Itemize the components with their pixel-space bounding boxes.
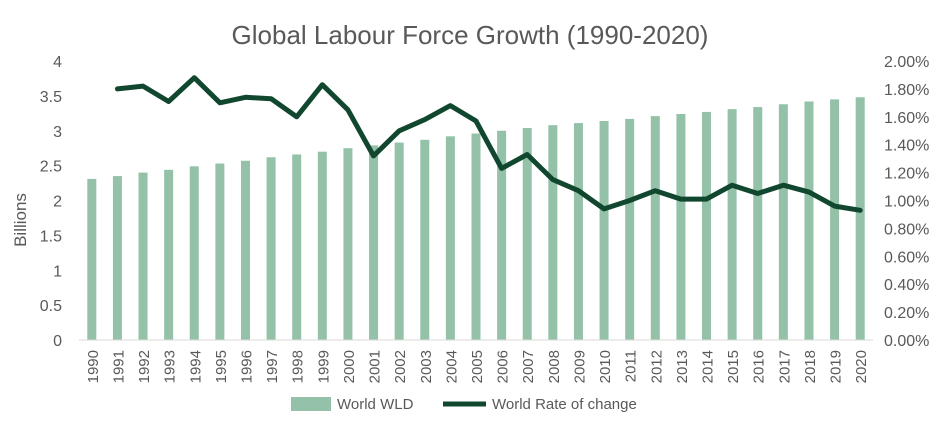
bar	[548, 125, 557, 340]
y2-tick-label: 0.80%	[884, 221, 929, 238]
y2-tick-label: 0.20%	[884, 305, 929, 322]
bar	[574, 123, 583, 340]
x-tick-label: 1998	[290, 350, 307, 383]
y-axis-label: Billions	[11, 193, 30, 247]
bar	[728, 109, 737, 340]
x-tick-label: 1999	[315, 350, 332, 383]
y-axis-right: 0.00% 0.20% 0.40% 0.60% 0.80% 1.00% 1.20% 1.40%…	[884, 54, 929, 350]
chart-title: Global Labour Force Growth (1990-2020)	[232, 20, 709, 50]
y-tick-label: 3	[53, 124, 62, 141]
legend-label-line: World Rate of change	[492, 396, 637, 413]
x-tick-label: 2012	[648, 350, 665, 383]
x-tick-label: 2001	[367, 350, 384, 383]
x-tick-label: 2009	[571, 350, 588, 383]
x-tick-label: 2008	[546, 350, 563, 383]
x-tick-label: 1994	[187, 350, 204, 383]
bar	[753, 107, 762, 340]
bar	[830, 99, 839, 340]
bar	[676, 114, 685, 340]
bar	[318, 152, 327, 340]
bar	[241, 161, 250, 340]
bar	[164, 170, 173, 340]
y2-tick-label: 1.80%	[884, 82, 929, 99]
bar	[87, 179, 96, 340]
bar	[779, 104, 788, 340]
y-tick-label: 0.5	[40, 298, 62, 315]
x-tick-label: 2007	[520, 350, 537, 383]
x-tick-label: 1993	[162, 350, 179, 383]
x-tick-label: 2005	[469, 350, 486, 383]
y2-tick-label: 1.40%	[884, 138, 929, 155]
y2-tick-label: 0.00%	[884, 333, 929, 350]
x-tick-label: 2013	[674, 350, 691, 383]
bar	[292, 154, 301, 340]
bar	[395, 143, 404, 340]
bar	[113, 176, 122, 340]
bar	[600, 121, 609, 340]
x-tick-label: 1996	[238, 350, 255, 383]
y-tick-label: 3.5	[40, 89, 62, 106]
bar	[625, 119, 634, 340]
x-tick-label: 2011	[623, 350, 640, 382]
bar	[190, 166, 199, 340]
y-tick-label: 1	[53, 263, 62, 280]
x-tick-label: 2019	[828, 350, 845, 383]
series-line	[117, 78, 860, 211]
x-tick-label: 1990	[85, 350, 102, 383]
x-tick-label: 2020	[853, 350, 870, 383]
y2-tick-label: 0.60%	[884, 249, 929, 266]
y2-tick-label: 1.20%	[884, 166, 929, 183]
bar	[369, 145, 378, 340]
y-tick-label: 4	[53, 54, 62, 71]
y-axis-left: 0 0.5 1 1.5 2 2.5 3 3.5 4	[40, 54, 62, 350]
bar	[702, 112, 711, 340]
x-tick-label: 2002	[392, 350, 409, 383]
x-tick-label: 1992	[136, 350, 153, 383]
x-tick-label: 2003	[418, 350, 435, 383]
x-tick-label: 2006	[495, 350, 512, 383]
bar	[420, 140, 429, 340]
x-tick-label: 2004	[443, 350, 460, 383]
x-tick-label: 2017	[776, 350, 793, 383]
x-tick-label: 1991	[110, 350, 127, 383]
legend: World WLD World Rate of change	[291, 396, 637, 413]
y2-tick-label: 0.40%	[884, 277, 929, 294]
y-tick-label: 2	[53, 194, 62, 211]
bar	[215, 164, 224, 340]
bar	[651, 116, 660, 340]
y2-tick-label: 1.60%	[884, 110, 929, 127]
y-tick-label: 0	[53, 333, 62, 350]
x-tick-label: 2010	[597, 350, 614, 383]
x-tick-label: 1997	[264, 350, 281, 383]
bar	[472, 134, 481, 340]
x-tick-label: 2016	[751, 350, 768, 383]
y-tick-label: 2.5	[40, 159, 62, 176]
line-series	[117, 78, 860, 211]
x-tick-label: 2000	[341, 350, 358, 383]
x-tick-label: 2015	[725, 350, 742, 383]
legend-label-bars: World WLD	[337, 396, 414, 413]
bar	[446, 136, 455, 340]
x-tick-label: 1995	[213, 350, 230, 383]
x-axis: 1990 1991 1992 1993 1994 1995 1996 1997 1998 1999…	[85, 350, 870, 383]
bar	[343, 148, 352, 340]
x-tick-label: 2014	[700, 350, 717, 383]
bar	[804, 101, 813, 340]
bar	[139, 173, 148, 340]
legend-swatch-bars	[291, 397, 331, 411]
bar	[267, 157, 276, 340]
y2-tick-label: 1.00%	[884, 194, 929, 211]
bar	[856, 97, 865, 340]
bar-series	[87, 97, 864, 340]
y2-tick-label: 2.00%	[884, 54, 929, 71]
y-tick-label: 1.5	[40, 228, 62, 245]
x-tick-label: 2018	[802, 350, 819, 383]
